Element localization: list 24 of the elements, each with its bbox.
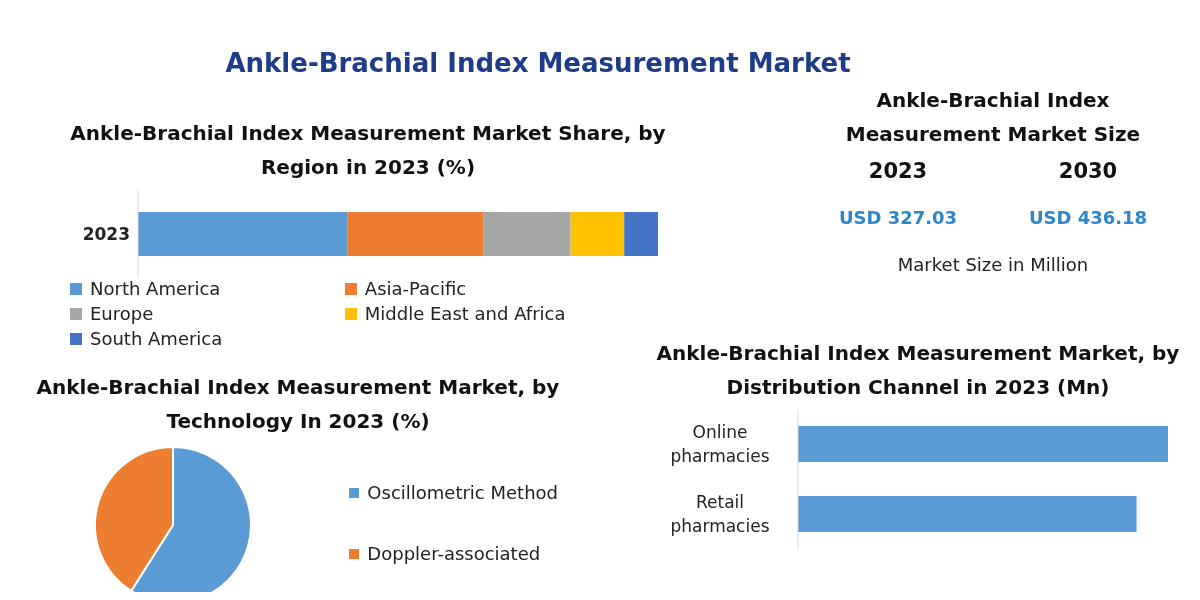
text: USD 436.18 [1027,207,1149,228]
chart-title: Ankle-Brachial Index Measurement Market, by Technology In 2023 (%) [35,374,561,435]
text: Market Size in Million [896,254,1090,275]
chart-title: Ankle-Brachial Index Measurement Market Share, by Region in 2023 (%) [69,120,667,181]
bar [483,212,571,256]
text: Ankle-Brachial Index Measurement Market [224,48,852,78]
legend-label: North America [90,278,221,299]
legend-label: Middle East and Africa [364,303,566,324]
bar [138,212,348,256]
text: Ankle-Brachial Index Measurement Market Size [844,87,1142,148]
bar [347,212,484,256]
text: 2023 [867,159,929,183]
legend-label: Oscillometric Method [367,482,558,503]
legend-label: Europe [90,303,154,324]
legend-label: South America [90,328,223,349]
y-tick-label: Online pharmacies [670,422,770,466]
y-tick-label: Retail pharmacies [670,492,770,536]
legend-label: Doppler-associated [367,543,541,564]
text: 2030 [1057,159,1119,183]
legend-label: Asia-Pacific [364,278,467,299]
bar [624,212,658,256]
text: USD 327.03 [837,207,959,228]
chart-title: Ankle-Brachial Index Measurement Market, by Distribution Channel in 2023 (Mn) [655,340,1181,401]
bar [570,212,625,256]
